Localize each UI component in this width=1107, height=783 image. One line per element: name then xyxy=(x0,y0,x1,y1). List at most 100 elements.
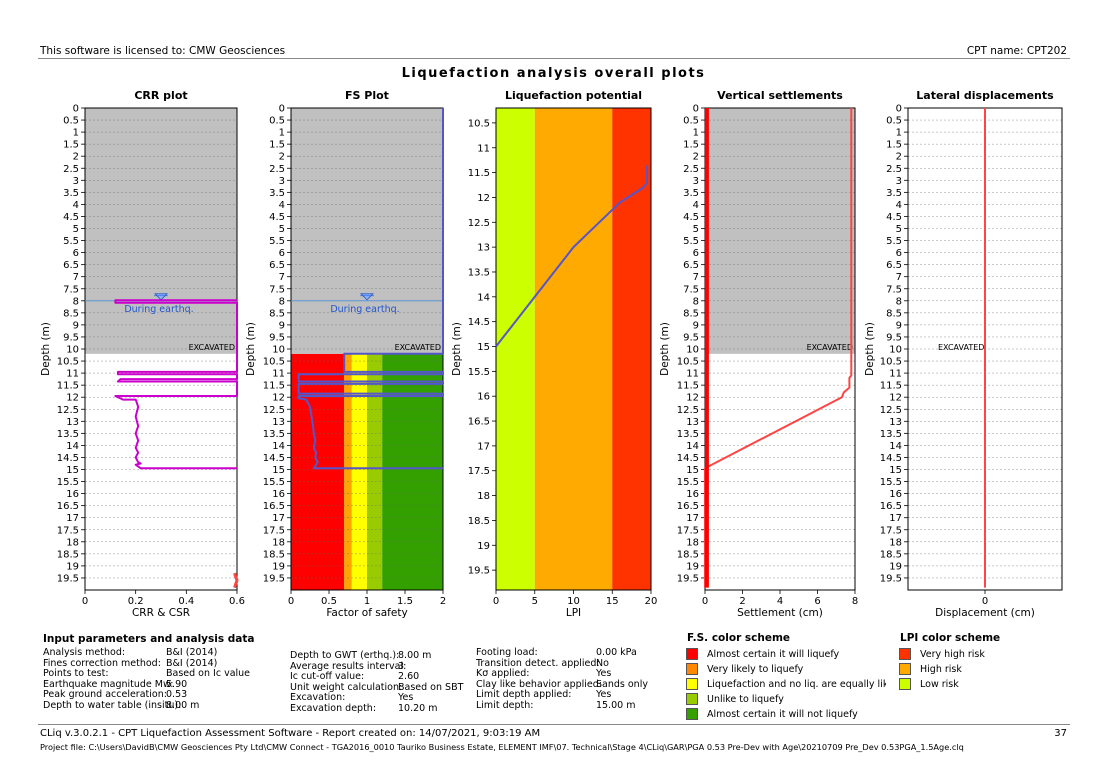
y-tick-label: 11 xyxy=(272,369,285,380)
y-tick-label: 10 xyxy=(272,345,285,356)
param-label: Unit weight calculation: xyxy=(290,681,403,693)
legend-swatch xyxy=(686,648,698,660)
y-tick-label: 10.5 xyxy=(263,357,285,368)
y-tick-label: 17 xyxy=(66,513,79,524)
param-label: Average results interval: xyxy=(290,660,407,672)
y-tick-label: 12.5 xyxy=(57,405,79,416)
y-tick-label: 9 xyxy=(73,320,79,331)
param-value: 8.00 m xyxy=(398,650,432,661)
y-tick-label: 10.5 xyxy=(57,357,79,368)
y-tick-label: 1.5 xyxy=(886,140,902,151)
license-text: This software is licensed to: CMW Geosci… xyxy=(40,45,286,57)
y-tick-label: 4 xyxy=(693,200,699,211)
page-number: 37 xyxy=(1054,728,1067,739)
y-tick-label: 15 xyxy=(66,465,79,476)
fs-plot-title: FS Plot xyxy=(345,89,389,102)
y-tick-label: 16.5 xyxy=(468,417,490,428)
y-tick-label: 9.5 xyxy=(269,332,285,343)
crr-plot: 00.511.522.533.544.555.566.577.588.599.5… xyxy=(40,104,245,620)
x-tick-label: 1 xyxy=(364,596,370,607)
y-tick-label: 8 xyxy=(279,296,285,307)
series-line xyxy=(495,165,649,348)
param-label: Clay like behavior applied: xyxy=(476,678,602,690)
y-tick-label: 1 xyxy=(896,128,902,139)
x-tick-label: 0.5 xyxy=(321,596,337,607)
y-tick-label: 4.5 xyxy=(683,212,699,223)
legend-swatch xyxy=(686,678,698,690)
param-label: Analysis method: xyxy=(43,647,126,658)
fs-scheme-legend: Almost certain it will liquefy Very likel… xyxy=(686,646,886,720)
y-axis-label: Depth (m) xyxy=(245,322,257,376)
param-label: Earthquake magnitude Mw: xyxy=(43,678,174,690)
y-tick-label: 7 xyxy=(73,272,79,283)
y-tick-label: 2 xyxy=(693,152,699,163)
y-tick-label: 18 xyxy=(66,537,79,548)
y-tick-label: 1.5 xyxy=(63,140,79,151)
y-tick-label: 2 xyxy=(896,152,902,163)
y-tick-label: 15.5 xyxy=(263,477,285,488)
y-tick-label: 18.5 xyxy=(263,549,285,560)
y-tick-label: 19.5 xyxy=(263,573,285,584)
legend-swatch xyxy=(686,693,698,705)
y-tick-label: 3.5 xyxy=(63,188,79,199)
y-tick-label: 13.5 xyxy=(677,429,699,440)
y-tick-label: 11 xyxy=(686,369,699,380)
y-tick-label: 10 xyxy=(66,345,79,356)
y-tick-label: 6.5 xyxy=(269,260,285,271)
param-value: 3 xyxy=(398,660,405,672)
y-tick-label: 4.5 xyxy=(269,212,285,223)
y-tick-label: 11 xyxy=(66,369,79,380)
y-tick-label: 0.5 xyxy=(63,116,79,127)
y-tick-label: 1.5 xyxy=(269,140,285,151)
y-tick-label: 8.5 xyxy=(269,308,285,319)
y-tick-label: 12 xyxy=(272,393,285,404)
param-row: Excavation depth: 10.20 m xyxy=(290,702,437,715)
param-label: Peak ground acceleration: xyxy=(43,689,167,701)
param-label: Excavation depth: xyxy=(290,702,377,714)
y-tick-label: 13 xyxy=(686,417,699,428)
fs-band xyxy=(382,353,443,590)
lpi-scheme-legend: Very high risk High risk Low risk xyxy=(899,646,1019,690)
y-tick-label: 16 xyxy=(272,489,285,500)
param-row: Peak ground acceleration: 0.53 xyxy=(43,689,187,701)
param-value: 2.60 xyxy=(398,671,420,683)
param-value: Based on Ic value xyxy=(166,668,251,680)
param-label: Ic cut-off value: xyxy=(290,671,365,683)
y-tick-label: 19 xyxy=(272,561,285,572)
y-tick-label: 3 xyxy=(693,176,699,187)
x-tick-label: 0.4 xyxy=(178,596,194,607)
x-axis-label: Displacement (cm) xyxy=(935,607,1035,619)
excavated-label: EXCAVATED xyxy=(189,343,235,352)
x-tick-label: 6 xyxy=(814,596,820,607)
param-value: 8.00 m xyxy=(166,699,200,711)
param-value: 5.90 xyxy=(166,678,188,690)
y-tick-label: 17.5 xyxy=(677,525,699,536)
footer-report-line: CLiq v.3.0.2.1 - CPT Liquefaction Assess… xyxy=(40,728,541,739)
y-tick-label: 0.5 xyxy=(683,116,699,127)
param-label: Points to test: xyxy=(43,668,109,680)
y-axis-label: Depth (m) xyxy=(864,322,876,376)
y-tick-label: 8 xyxy=(693,296,699,307)
legend-swatch xyxy=(686,663,698,675)
legend-label: Very likely to liquefy xyxy=(707,664,804,675)
y-tick-label: 18 xyxy=(272,537,285,548)
footer-divider xyxy=(38,724,1070,725)
y-tick-label: 14.5 xyxy=(880,453,902,464)
legend-label: Liquefaction and no liq. are equally lik… xyxy=(707,679,886,690)
x-axis-label: Factor of safety xyxy=(326,607,407,619)
y-tick-label: 19 xyxy=(686,561,699,572)
series-line xyxy=(114,299,238,470)
x-tick-label: 0 xyxy=(493,596,499,607)
y-tick-label: 12 xyxy=(889,393,902,404)
charts-svg: 00.511.522.533.544.555.566.577.588.599.5… xyxy=(40,104,1063,620)
param-row: Limit depth: 15.00 m xyxy=(476,700,635,712)
y-tick-label: 1 xyxy=(693,128,699,139)
y-tick-label: 17 xyxy=(272,513,285,524)
y-tick-label: 5.5 xyxy=(683,236,699,247)
param-value: 10.20 m xyxy=(398,702,438,714)
param-value: Yes xyxy=(596,689,612,701)
y-tick-label: 10.5 xyxy=(880,357,902,368)
y-tick-label: 13.5 xyxy=(468,267,490,278)
y-tick-label: 17 xyxy=(477,441,490,452)
y-tick-label: 14.5 xyxy=(57,453,79,464)
